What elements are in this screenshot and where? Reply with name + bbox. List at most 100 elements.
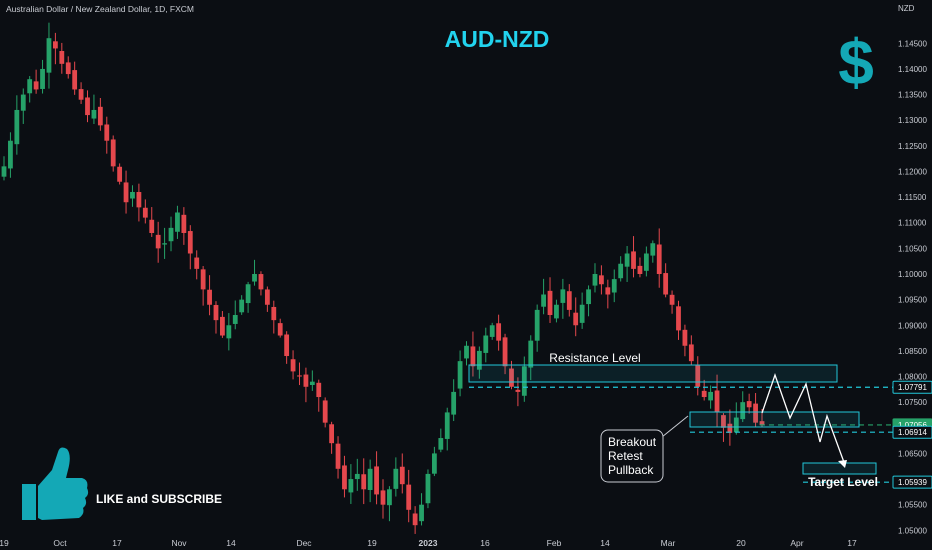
candle-body <box>605 287 611 295</box>
level-tag-label: 1.06914 <box>898 428 927 437</box>
candle-body <box>187 231 193 254</box>
candle-body <box>91 109 97 119</box>
currency-label: NZD <box>898 4 915 13</box>
y-tick-label: 1.14000 <box>898 65 927 74</box>
candle-body <box>431 453 437 474</box>
candle-body <box>232 315 238 324</box>
candle-body <box>419 504 424 522</box>
candle-body <box>618 263 624 279</box>
candle-body <box>406 484 412 510</box>
candle-body <box>489 325 495 337</box>
level-tag <box>892 425 932 439</box>
candle-body <box>284 334 290 357</box>
level-tag <box>892 475 932 489</box>
candle-body <box>85 97 90 116</box>
candle-body <box>515 389 521 392</box>
candle-body <box>297 375 302 377</box>
candle-body <box>200 269 206 290</box>
thumbs-up-icon[interactable] <box>22 447 89 520</box>
y-tick-label: 1.08500 <box>898 347 927 356</box>
candle-body <box>483 335 489 353</box>
candle-body <box>65 62 71 75</box>
x-tick-label: 14 <box>226 538 236 548</box>
candle-body <box>534 309 540 341</box>
candle-body <box>547 290 553 316</box>
x-tick-label: 2023 <box>419 538 438 548</box>
candle-body <box>27 79 33 94</box>
candle-body <box>303 374 309 387</box>
candle-body <box>374 466 379 495</box>
candle-body <box>155 234 161 249</box>
candle-body <box>149 219 155 233</box>
like-subscribe-text: LIKE and SUBSCRIBE <box>96 492 222 506</box>
candle-body <box>753 403 758 423</box>
candle-body <box>701 390 707 398</box>
candle-body <box>110 139 116 167</box>
candle-body <box>342 465 347 490</box>
candle-body <box>207 289 212 305</box>
candle-body <box>46 38 52 73</box>
candle-body <box>586 289 591 305</box>
candle-body <box>451 391 457 415</box>
candle-body <box>676 306 681 331</box>
candle-body <box>682 329 688 346</box>
candle-body <box>412 513 418 526</box>
candle-body <box>733 417 739 433</box>
y-tick-label: 1.05500 <box>898 501 927 510</box>
candle-body <box>399 466 405 485</box>
y-tick-label: 1.08000 <box>898 373 927 382</box>
candle-body <box>425 473 431 504</box>
candle-body <box>59 50 65 64</box>
y-tick-label: 1.06500 <box>898 449 927 458</box>
candle-body <box>695 365 701 387</box>
candle-body <box>181 214 187 233</box>
candle-body <box>1 166 7 177</box>
candle-body <box>470 346 476 367</box>
candle-body <box>162 243 167 245</box>
y-tick-label: 1.12000 <box>898 167 927 176</box>
candle-body <box>554 304 559 319</box>
candle-body <box>387 489 392 506</box>
x-tick-label: Oct <box>53 538 67 548</box>
y-tick-label: 1.14500 <box>898 39 927 48</box>
x-tick-label: 16 <box>480 538 490 548</box>
candle-body <box>541 294 546 307</box>
projection-arrow-icon <box>838 460 847 468</box>
level-tag-label: 1.07791 <box>898 383 927 392</box>
candle-body <box>457 361 463 389</box>
candle-body <box>746 401 752 408</box>
y-tick-label: 1.10500 <box>898 244 927 253</box>
candle-body <box>123 182 129 203</box>
candle-body <box>727 423 733 433</box>
candle-body <box>573 312 579 326</box>
candle-body <box>509 368 514 387</box>
y-tick-label: 1.11500 <box>898 193 927 202</box>
target-zone <box>802 462 877 475</box>
candle-body <box>277 323 283 336</box>
callout-pointer <box>661 415 689 438</box>
candle-body <box>78 89 84 100</box>
candle-body <box>322 400 328 423</box>
breakout-callout-text: Breakout Retest Pullback <box>608 435 659 477</box>
candle-body <box>367 468 373 490</box>
candle-body <box>566 291 572 310</box>
candle-body <box>721 415 726 428</box>
candle-body <box>476 350 482 370</box>
candle-body <box>361 474 367 490</box>
candle-body <box>348 479 354 493</box>
candle-body <box>560 289 566 303</box>
candle-body <box>130 191 135 199</box>
level-tag-label: 1.05939 <box>898 478 927 487</box>
y-tick-label: 1.09500 <box>898 296 927 305</box>
x-axis: 19 Oct 17 Nov 14 Dec 19 2023 16 Feb 14 Mar 20 Apr 17 <box>0 538 857 548</box>
x-tick-label: 17 <box>112 538 122 548</box>
chart-title: AUD-NZD <box>445 26 550 52</box>
resistance-label: Resistance Level <box>549 351 640 365</box>
candle-body <box>72 70 78 90</box>
x-tick-label: 17 <box>847 538 857 548</box>
y-tick-label: 1.13500 <box>898 91 927 100</box>
candle-body <box>194 257 200 269</box>
candle-body <box>380 490 386 505</box>
